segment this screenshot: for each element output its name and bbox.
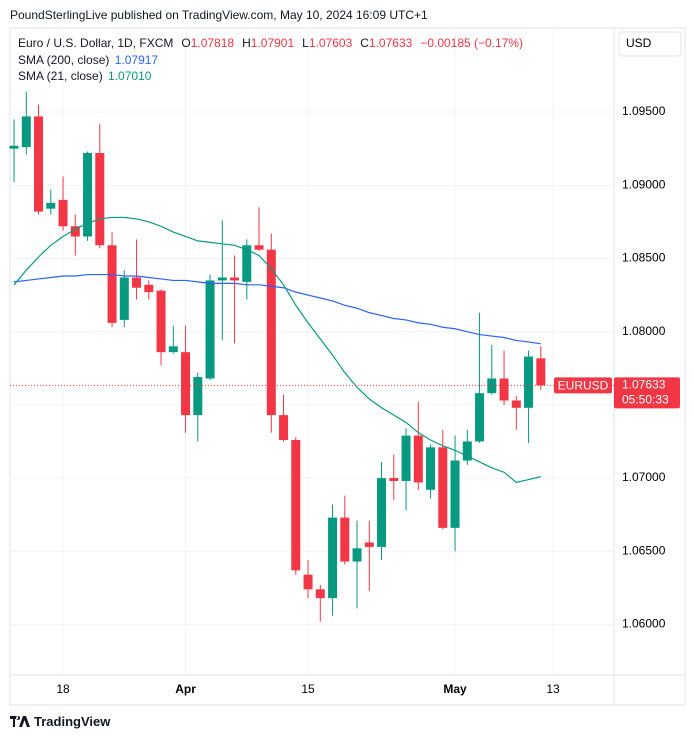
legend: Euro / U.S. Dollar, 1D, FXCM O1.07818 H1.0… [18, 35, 525, 85]
candle-body [58, 199, 68, 227]
candle-body [389, 478, 399, 482]
symbol-label: EURUSD [558, 379, 609, 393]
y-tick-label: 1.09000 [622, 177, 666, 191]
candle-body [168, 346, 178, 353]
y-tick-label: 1.09500 [622, 104, 666, 118]
y-tick-label: 1.08500 [622, 251, 666, 265]
y-tick-label: 1.08000 [622, 324, 666, 338]
symbol-tag [554, 377, 612, 394]
grid: 1.060001.065001.070001.075001.080001.085… [10, 28, 666, 696]
legend-value: 1.07917 [114, 52, 159, 67]
price-label: 1.07633 [622, 378, 666, 392]
y-tick-label: 1.07000 [622, 470, 666, 484]
candle-body [230, 277, 240, 281]
legend-name: SMA (200, close) [18, 52, 110, 67]
x-tick-label: 13 [546, 682, 560, 696]
legend-ohlc: Euro / U.S. Dollar, 1D, FXCM O1.07818 H1.0… [18, 35, 525, 52]
currency: USD [626, 36, 652, 50]
sma-line [13, 216, 541, 484]
currency-box[interactable] [618, 31, 682, 57]
candle-body [83, 153, 93, 237]
candle-body [352, 548, 362, 562]
candle-body [181, 352, 191, 416]
x-tick-label: 15 [301, 682, 315, 696]
footer: TradingView [34, 714, 111, 729]
candle-body [462, 441, 472, 461]
candle-body [524, 356, 534, 408]
y-tick-label: 1.06500 [622, 543, 666, 557]
legend-name: SMA (21, close) [18, 69, 103, 83]
candle-body [266, 249, 276, 416]
candle-body [499, 378, 509, 401]
candle-body [475, 393, 485, 442]
candle-body [279, 415, 289, 441]
candle-body [377, 478, 387, 547]
frame [9, 27, 686, 706]
candle-body [34, 116, 44, 212]
candle-body [156, 290, 166, 353]
x-tick-label: May [443, 682, 467, 696]
candle-body [95, 153, 105, 246]
symbol: Euro / U.S. Dollar, 1D, FXCM [18, 36, 174, 50]
x-tick-label: Apr [175, 682, 196, 696]
candle-body [315, 589, 325, 599]
candle-body [193, 377, 203, 416]
candle-body [364, 542, 374, 547]
legend-value: 1.07901 [250, 36, 295, 50]
candle-body [450, 460, 460, 528]
legend-value: 1.07603 [308, 36, 353, 50]
candle-body [205, 280, 215, 379]
legend-value: 1.07633 [368, 36, 413, 50]
candle-body [217, 277, 227, 281]
candle-body [107, 245, 117, 323]
candle-body [426, 447, 436, 490]
legend-key: H [242, 36, 251, 50]
candle-body [46, 202, 56, 209]
candle-body [254, 245, 264, 250]
candle-body [487, 378, 497, 394]
x-tick-label: 18 [56, 682, 70, 696]
candle-body [119, 277, 129, 320]
legend-entry: SMA (21, close) 1.07010 [18, 68, 525, 85]
candle-body [401, 435, 411, 482]
y-tick-label: 1.06000 [622, 617, 666, 631]
candle-body [291, 440, 301, 571]
candle-body [9, 145, 19, 149]
candle-body [303, 574, 313, 590]
legend-overlays: SMA (200, close) 1.07917 SMA (21, close) … [18, 52, 525, 85]
header: PoundSterlingLive published on TradingVi… [10, 8, 428, 22]
candle-body [242, 245, 252, 282]
candle-body [70, 226, 80, 237]
countdown-label: 05:50:33 [622, 393, 669, 407]
legend-key: L [302, 36, 309, 50]
legend-entry: SMA (200, close) 1.07917 [18, 52, 525, 69]
legend-change: −0.00185 (−0.17%) [420, 36, 524, 50]
candle-body [132, 277, 142, 288]
logo [10, 716, 30, 727]
sma-line [13, 273, 541, 345]
candle-body [438, 447, 448, 528]
legend-value: 1.07818 [190, 36, 235, 50]
candle-body [328, 517, 338, 599]
candle-body [340, 517, 350, 562]
legend-key: C [360, 36, 369, 50]
candle-body [413, 435, 423, 483]
candle-body [144, 284, 154, 293]
price-tag [614, 377, 680, 409]
candle-body [21, 116, 31, 148]
candle-body [511, 400, 521, 408]
candle-body [536, 358, 546, 386]
legend-value: 1.07010 [108, 69, 152, 83]
legend-key: O [181, 36, 191, 50]
